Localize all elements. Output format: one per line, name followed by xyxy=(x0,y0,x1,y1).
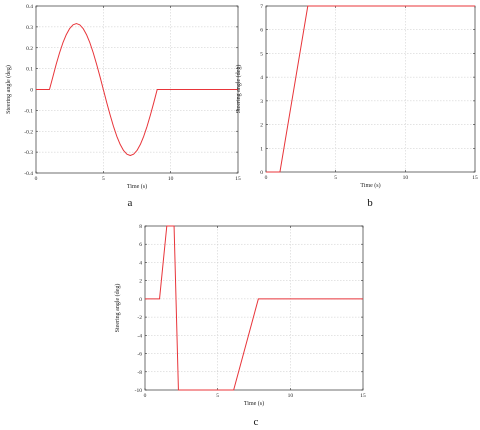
chart-1-y-tick-label-5: 5 xyxy=(260,51,263,57)
chart-0-y-tick-label-5: 0.1 xyxy=(26,67,33,73)
chart-2-y-tick-label-4: -2 xyxy=(137,315,142,321)
chart-1-x-tick-label-1: 5 xyxy=(334,175,337,181)
chart-2-y-tick-label-2: -6 xyxy=(137,352,142,358)
chart-2-x-tick-label-3: 15 xyxy=(360,393,366,399)
chart-2-y-tick-label-9: 8 xyxy=(139,224,142,230)
chart-2-panel-label: c xyxy=(254,416,259,428)
chart-1-y-tick-label-4: 4 xyxy=(260,75,263,81)
chart-2-x-tick-label-2: 10 xyxy=(288,393,294,399)
chart-0-panel-label: a xyxy=(128,197,133,209)
chart-0-x-tick-label-3: 15 xyxy=(235,176,241,182)
chart-2-y-tick-label-1: -8 xyxy=(137,370,142,376)
chart-2-x-tick-label-1: 5 xyxy=(216,393,219,399)
chart-0-y-tick-label-1: -0.3 xyxy=(24,150,33,156)
chart-0-y-tick-label-6: 0.2 xyxy=(26,46,33,52)
chart-0-y-tick-label-4: 0 xyxy=(30,88,33,94)
chart-0-y-tick-label-0: -0.4 xyxy=(24,171,33,177)
chart-0-series-line-0 xyxy=(36,23,238,156)
chart-1-y-tick-label-6: 6 xyxy=(260,28,263,34)
chart-2-plot-area xyxy=(145,226,363,390)
chart-2-axes-frame xyxy=(144,225,364,391)
chart-panel-a: 0 5 10 15 -0.4 -0.3 -0.2 -0.1 0 0.1 0.2 0.3 0.4 Time … xyxy=(5,4,241,209)
chart-panel-c: 0 5 10 15 -10 -8 -6 -4 -2 0 2 4 6 8 Time (s) Steering a… xyxy=(114,224,366,428)
chart-2-y-tick-label-5: 0 xyxy=(139,297,142,303)
chart-2-x-axis-label: Time (s) xyxy=(244,400,264,407)
chart-0-y-tick-label-2: -0.2 xyxy=(24,129,33,135)
chart-1-panel-label: b xyxy=(367,197,373,209)
chart-0-x-tick-label-1: 5 xyxy=(102,176,105,182)
chart-1-y-axis-label: Steering angle (deg) xyxy=(235,65,242,114)
chart-1-x-axis-label: Time (s) xyxy=(360,182,380,189)
chart-0-y-tick-label-3: -0.1 xyxy=(24,108,33,114)
chart-2-y-tick-label-6: 2 xyxy=(139,279,142,285)
chart-0-x-tick-label-2: 10 xyxy=(168,176,174,182)
chart-1-x-tick-label-2: 10 xyxy=(403,175,409,181)
chart-1-series-line-0 xyxy=(266,5,475,173)
chart-1-y-tick-label-7: 7 xyxy=(260,4,263,10)
chart-1-x-tick-label-0: 0 xyxy=(265,175,268,181)
chart-0-y-tick-label-7: 0.3 xyxy=(26,25,33,31)
chart-2-y-tick-label-8: 6 xyxy=(139,242,142,248)
chart-0-x-tick-label-0: 0 xyxy=(35,176,38,182)
chart-1-y-tick-label-1: 1 xyxy=(260,146,263,152)
chart-0-y-tick-label-8: 0.4 xyxy=(26,4,33,10)
chart-1-y-tick-label-2: 2 xyxy=(260,123,263,129)
chart-2-y-tick-label-7: 4 xyxy=(139,260,142,266)
chart-1-y-tick-label-0: 0 xyxy=(260,170,263,176)
chart-2-series-line-0 xyxy=(145,225,363,391)
chart-0-x-axis-label: Time (s) xyxy=(127,183,147,190)
chart-1-plot-area xyxy=(266,6,475,172)
chart-2-y-tick-label-0: -10 xyxy=(135,388,143,394)
chart-panel-b: 0 5 10 15 0 1 2 3 4 5 6 7 Time (s) Steering angle (de… xyxy=(235,4,478,209)
chart-0-y-axis-label: Steering angle (deg) xyxy=(5,65,12,114)
chart-1-y-tick-label-3: 3 xyxy=(260,99,263,105)
chart-1-x-tick-label-3: 15 xyxy=(472,175,478,181)
chart-2-x-tick-label-0: 0 xyxy=(144,393,147,399)
chart-2-y-tick-label-3: -4 xyxy=(137,333,142,339)
chart-2-y-axis-label: Steering angle (deg) xyxy=(114,284,121,333)
